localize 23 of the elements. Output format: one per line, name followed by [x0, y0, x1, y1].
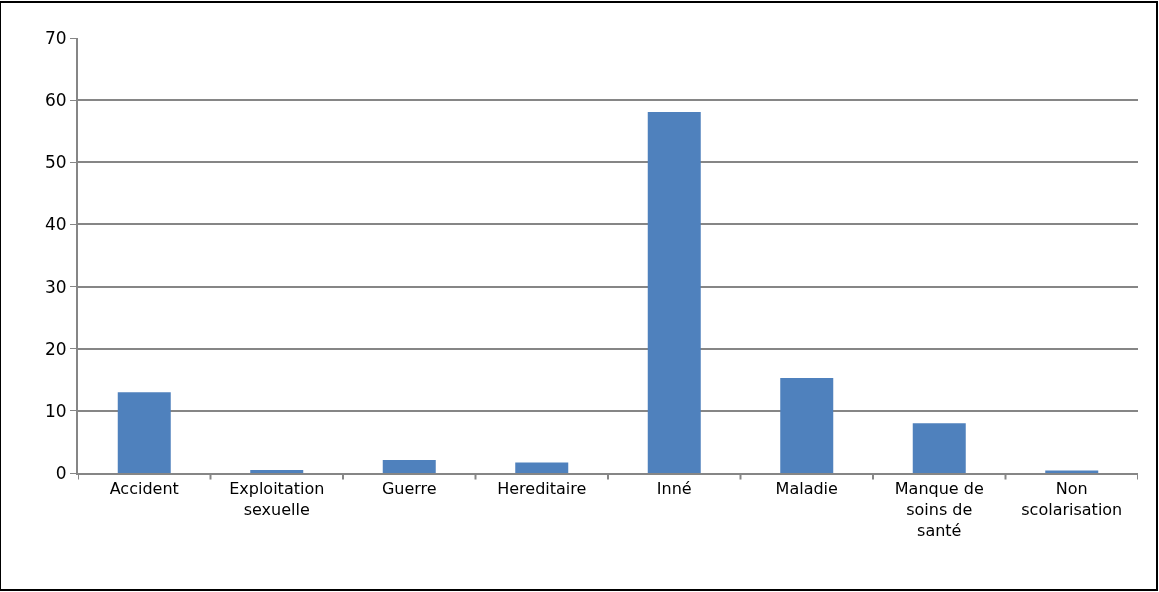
y-tick-label: 10 — [44, 400, 67, 421]
bar — [382, 459, 436, 473]
y-tick-label: 50 — [44, 152, 67, 173]
bar — [117, 392, 171, 473]
x-tick-label: Inné — [656, 479, 692, 499]
bar — [780, 377, 834, 473]
x-tick-label: Hereditaire — [497, 479, 587, 499]
x-tick-label: Exploitation sexuelle — [229, 479, 325, 519]
y-tick-label: 70 — [44, 27, 67, 48]
bar — [515, 462, 569, 473]
y-tick-label: 0 — [55, 462, 67, 483]
x-tick-label: Guerre — [381, 479, 437, 499]
bar — [912, 423, 966, 473]
x-tick-label: Accident — [109, 479, 179, 499]
x-tick-label: Non scolarisation — [1021, 479, 1123, 519]
y-tick-label: 20 — [44, 338, 67, 359]
y-tick-label: 30 — [44, 276, 67, 297]
x-tick-label: Maladie — [775, 479, 838, 499]
y-tick-label: 40 — [44, 214, 67, 235]
bar — [250, 469, 304, 473]
x-tick-label: Manque de soins de santé — [894, 479, 984, 540]
bar — [647, 111, 701, 473]
y-tick-label: 60 — [44, 90, 67, 111]
